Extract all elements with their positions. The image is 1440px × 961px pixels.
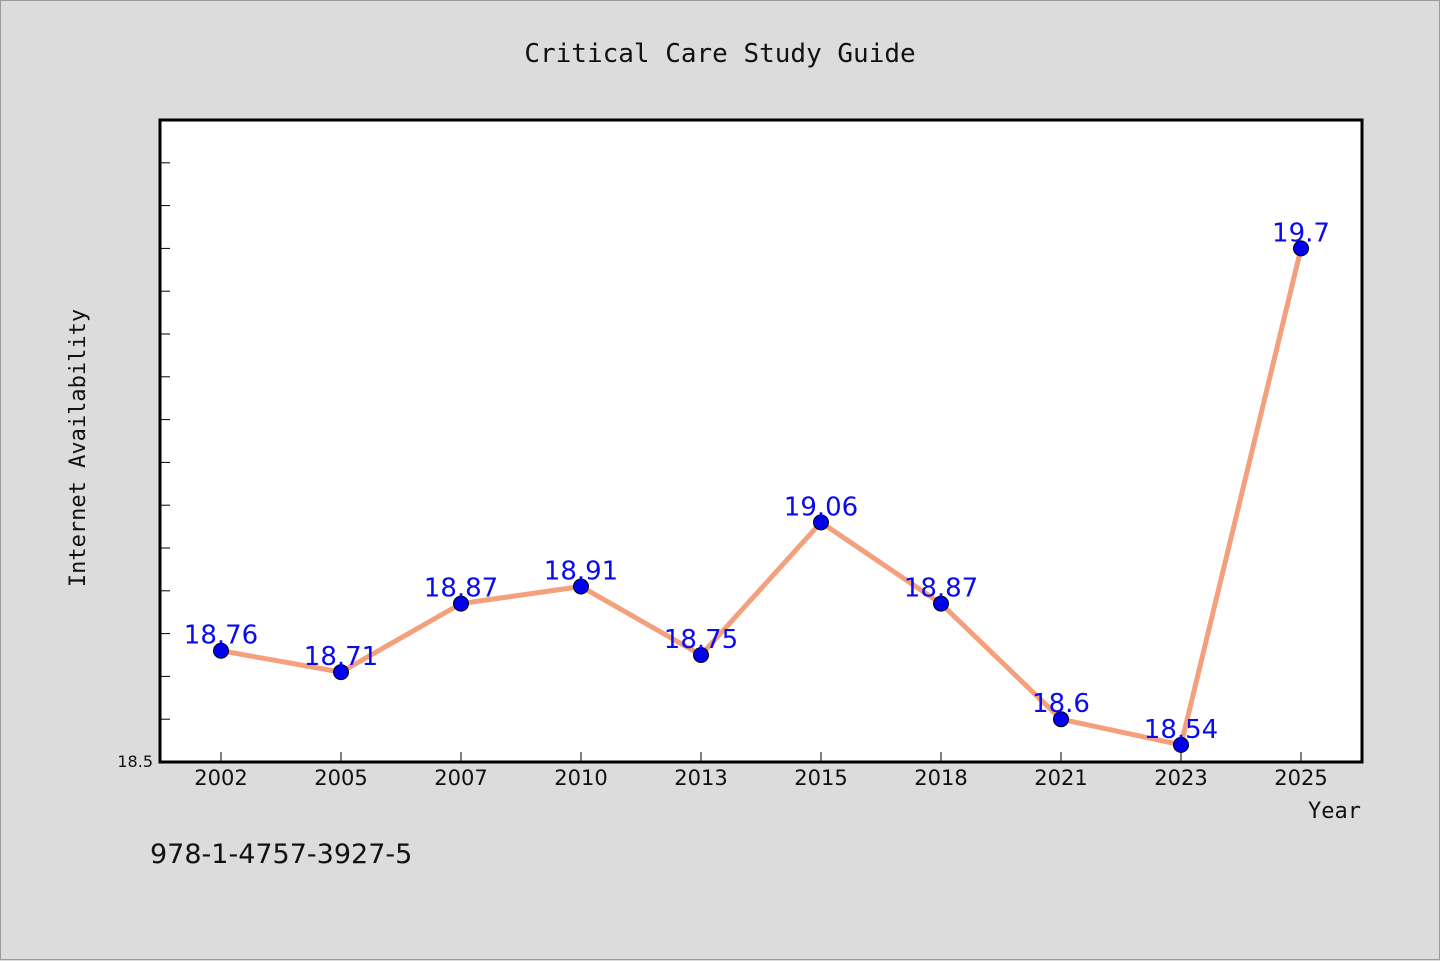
series-line-group: [218, 245, 1304, 748]
data-point: [933, 595, 949, 612]
data-point: [1173, 736, 1189, 753]
data-labels: 18.76 18.71 18.87 18.91 18.75 19.06 18.87 18.6 1…: [184, 218, 1330, 744]
data-markers: [213, 240, 1309, 753]
chart-title: Critical Care Study Guide: [524, 39, 915, 69]
x-tick-label: 2007: [434, 766, 487, 790]
y-tick-label: 18.5: [117, 752, 153, 771]
data-label: 18.87: [424, 574, 498, 604]
data-point: [813, 514, 829, 531]
data-label: 18.54: [1144, 715, 1218, 745]
series-line: [218, 245, 1304, 748]
isbn-footer: 978-1-4757-3927-5: [150, 839, 412, 870]
data-point: [213, 642, 229, 659]
plot-area: [158, 118, 1364, 764]
x-tick-label: 2015: [794, 766, 847, 790]
y-axis-label: Internet Availability: [66, 309, 91, 587]
x-tick-label: 2010: [554, 766, 607, 790]
x-tick-label: 2018: [914, 766, 967, 790]
data-label: 19.06: [784, 492, 858, 522]
x-tick-label: 2023: [1154, 766, 1207, 790]
x-axis-label: Year: [1308, 799, 1361, 824]
data-point: [333, 664, 349, 681]
x-tick-label: 2021: [1034, 766, 1087, 790]
x-tick-label: 2002: [194, 766, 247, 790]
data-point: [1293, 240, 1309, 257]
x-tick-label: 2025: [1274, 766, 1327, 790]
x-axis-ticks: 2002 2005 2007 2010 2013 2015 2018 2021 2023 2025: [194, 752, 1328, 790]
data-label: 18.91: [544, 557, 618, 587]
data-label: 18.75: [664, 625, 738, 655]
data-point: [693, 647, 709, 663]
data-point: [573, 578, 589, 595]
data-label: 18.71: [304, 642, 378, 672]
x-tick-label: 2013: [674, 766, 727, 790]
data-point: [453, 595, 469, 612]
data-label: 18.87: [904, 574, 978, 604]
y-axis-ticks: 18.5: [117, 162, 170, 771]
data-point: [1053, 711, 1069, 728]
data-label: 18.6: [1032, 689, 1090, 719]
data-label: 19.7: [1272, 218, 1330, 248]
data-label: 18.76: [184, 621, 258, 651]
x-tick-label: 2005: [314, 766, 367, 790]
